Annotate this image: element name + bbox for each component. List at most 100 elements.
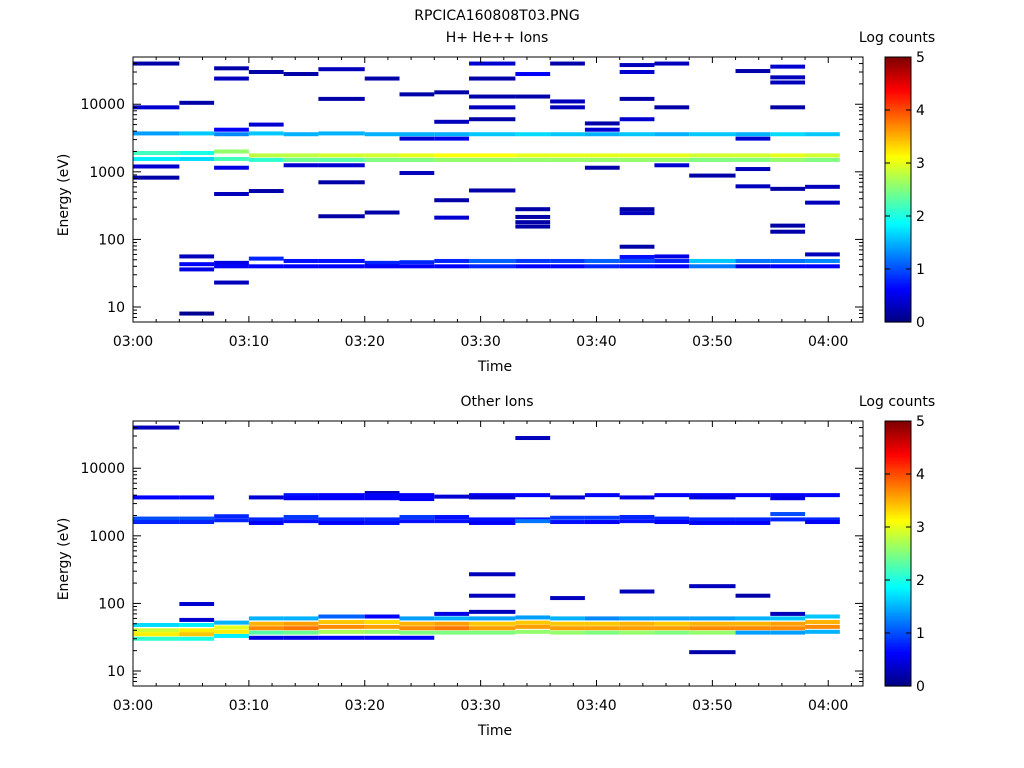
colorbar-swatch — [885, 178, 911, 182]
heatmap-cell — [805, 252, 840, 257]
panel-title: H+ He++ Ions — [446, 30, 549, 46]
heatmap-cell — [248, 157, 284, 162]
colorbar-swatch — [885, 529, 911, 533]
heatmap-cell — [654, 254, 690, 259]
heatmap-cell — [248, 621, 284, 626]
heatmap-cell — [283, 72, 319, 77]
colorbar-swatch — [885, 465, 911, 468]
colorbar-swatch — [885, 655, 911, 658]
heatmap-cell — [434, 616, 470, 621]
heatmap-cell — [399, 635, 435, 640]
heatmap-cell — [179, 150, 215, 155]
colorbar-swatch — [885, 498, 911, 502]
heatmap-cell — [735, 493, 771, 498]
plot-frame — [132, 56, 864, 323]
heatmap-cell — [364, 614, 400, 619]
heatmap-cell — [469, 94, 516, 99]
heatmap-cell — [654, 616, 690, 621]
heatmap-cell — [805, 624, 840, 629]
colorbar-swatch — [885, 568, 911, 572]
heatmap-cell — [654, 153, 690, 158]
colorbar-swatch — [885, 522, 911, 526]
heatmap-cell — [805, 629, 840, 634]
colorbar: 0 1 2 3 4 5 — [884, 414, 925, 695]
heatmap-cell — [214, 66, 249, 71]
colorbar-swatch — [885, 580, 911, 583]
heatmap-cell — [469, 593, 516, 598]
figure-title: RPCICA160808T03.PNG — [414, 8, 579, 24]
colorbar-swatch — [885, 531, 911, 535]
heatmap-cell — [770, 105, 806, 110]
colorbar-swatch — [885, 507, 911, 510]
colorbar-swatch — [885, 445, 911, 449]
y-tick-label: 1000 — [89, 529, 125, 545]
colorbar-swatch — [885, 491, 911, 495]
heatmap-cell — [318, 258, 365, 263]
colorbar-swatch — [885, 555, 911, 559]
heatmap-cell — [434, 157, 470, 162]
x-tick-label: 03:20 — [345, 334, 385, 350]
heatmap-cell — [179, 516, 215, 521]
colorbar-tick-label: 0 — [916, 315, 925, 331]
colorbar-swatch — [885, 165, 911, 169]
colorbar-swatch — [885, 255, 911, 259]
heatmap-cell — [550, 616, 585, 621]
heatmap-cell — [283, 258, 319, 263]
heatmap-cell — [469, 76, 516, 81]
colorbar-swatch — [885, 493, 911, 497]
heatmap-cell — [619, 69, 655, 74]
colorbar-swatch — [885, 275, 911, 279]
heatmap-cell — [248, 520, 284, 525]
heatmap-cell — [515, 207, 551, 212]
heatmap-cell — [735, 520, 771, 525]
heatmap-cell — [179, 267, 215, 272]
colorbar-swatch — [885, 196, 911, 199]
colorbar-swatch — [885, 423, 911, 427]
heatmap-cell — [179, 622, 215, 627]
colorbar-swatch — [885, 595, 911, 599]
x-tick-label: 03:10 — [229, 698, 269, 714]
heatmap-cell — [318, 131, 365, 136]
heatmap-cell — [214, 625, 249, 630]
heatmap-cell — [248, 189, 284, 194]
colorbar-swatch — [885, 218, 911, 222]
colorbar-swatch — [885, 588, 911, 592]
heatmap-cell — [399, 136, 435, 141]
heatmap-cell — [214, 260, 249, 265]
heatmap-cell — [364, 635, 400, 640]
heatmap-cell — [133, 61, 180, 66]
heatmap-cell — [248, 264, 284, 269]
heatmap-cell — [735, 184, 771, 189]
heatmap-cell — [133, 175, 180, 180]
heatmap-cell — [584, 127, 620, 132]
colorbar-swatch — [885, 681, 911, 685]
colorbar-swatch — [885, 127, 911, 131]
heatmap-cell — [248, 69, 284, 74]
heatmap-cell — [248, 153, 284, 158]
heatmap-cell — [469, 621, 516, 626]
colorbar-tick-label: 0 — [916, 679, 925, 695]
colorbar-swatch — [885, 615, 911, 619]
colorbar-swatch — [885, 500, 911, 504]
heatmap-cell — [770, 264, 806, 269]
heatmap-cell — [248, 616, 284, 621]
colorbar-swatch — [885, 610, 911, 614]
colorbar-swatch — [885, 72, 911, 76]
heatmap-cell — [364, 624, 400, 629]
colorbar-swatch — [885, 231, 911, 235]
heatmap-cell — [399, 171, 435, 176]
colorbar-swatch — [885, 59, 911, 63]
heatmap-cell — [770, 132, 806, 137]
heatmap-cell — [283, 153, 319, 158]
colorbar-swatch — [885, 513, 911, 517]
heatmap-cell — [770, 493, 806, 498]
heatmap-cell — [805, 153, 840, 158]
colorbar-swatch — [885, 271, 911, 275]
colorbar-tick-label: 5 — [916, 414, 925, 430]
heatmap-cell — [550, 264, 585, 269]
heatmap-cell — [770, 611, 806, 616]
colorbar-swatch — [885, 315, 911, 319]
heatmap-cell — [214, 633, 249, 638]
heatmap-cell — [469, 157, 516, 162]
heatmap-cell — [133, 516, 180, 521]
